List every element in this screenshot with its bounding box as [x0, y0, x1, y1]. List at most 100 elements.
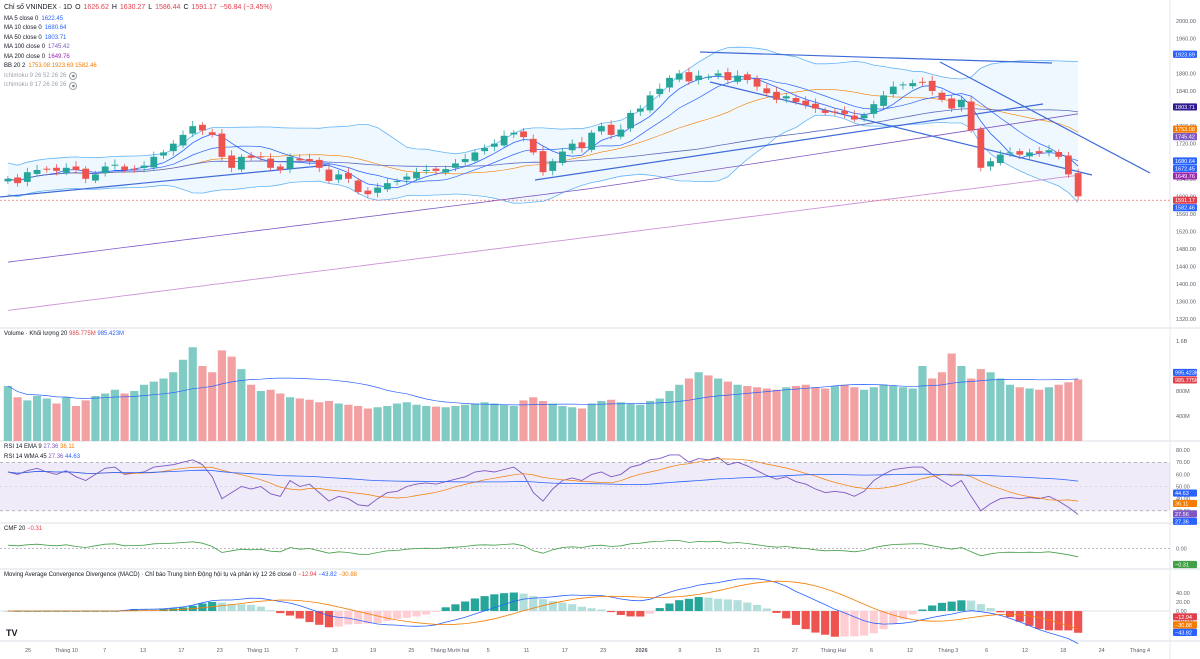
eye-hidden-icon[interactable]: ◉: [69, 72, 78, 81]
volume-bar: [1015, 387, 1024, 441]
macd-histogram-bar: [986, 608, 995, 611]
axis-value-badge: [1173, 125, 1197, 133]
candle-body: [374, 187, 381, 193]
indicator-name: MA 200 close 0: [4, 53, 46, 60]
volume-bar: [42, 398, 51, 441]
volume-bar: [655, 398, 664, 441]
rsi1-title[interactable]: RSI 14 EMA 9: [4, 444, 42, 450]
macd-histogram-bar: [548, 601, 557, 611]
macd-title[interactable]: Moving Average Convergence Divergence (M…: [4, 572, 297, 578]
macd-histogram-bar: [1054, 611, 1063, 631]
volume-bar: [568, 407, 577, 441]
axis-value-badge: [1173, 560, 1197, 569]
candle-body: [597, 126, 605, 132]
cmf-tick-label: 0.00: [1176, 547, 1187, 553]
volume-bar: [256, 391, 265, 441]
macd-value-3: −30.88: [338, 572, 357, 578]
volume-bar: [91, 396, 100, 441]
macd-histogram-bar: [850, 611, 859, 637]
candle-body: [208, 132, 216, 135]
symbol-title[interactable]: Chỉ số VNINDEX · 1D: [4, 4, 73, 11]
macd-histogram-bar: [334, 611, 343, 627]
price-tick-label: 1360.00: [1176, 300, 1196, 306]
time-tick-label: Tháng Mười hai: [430, 648, 469, 654]
volume-bar: [422, 406, 431, 441]
volume-bar: [859, 389, 869, 441]
cmf-pane-title: CMF 20 −0.31: [4, 526, 42, 532]
candle-body: [636, 108, 644, 112]
macd-histogram-bar: [1025, 611, 1034, 626]
cmf-title[interactable]: CMF 20: [4, 526, 26, 532]
candle-body: [4, 178, 12, 182]
candle-body: [101, 166, 109, 174]
candle-body: [919, 81, 926, 83]
volume-bar: [363, 408, 372, 441]
volume-bar: [986, 372, 995, 441]
volume-bar: [159, 378, 168, 441]
macd-histogram-bar: [266, 610, 275, 611]
candle-body: [247, 155, 255, 158]
macd-histogram-bar: [577, 606, 587, 611]
macd-histogram-bar: [996, 611, 1005, 613]
volume-bar: [81, 400, 90, 441]
candle-body: [656, 88, 664, 95]
volume-bar: [1035, 389, 1044, 441]
volume-bar: [373, 407, 382, 441]
indicator-value: 1753.08 1923.69 1582.46: [28, 63, 97, 69]
macd-histogram-bar: [276, 611, 285, 614]
indicator-value: 1803.71: [44, 34, 67, 41]
indicator-row[interactable]: MA 50 close 0 1803.71: [4, 34, 272, 44]
axis-value-badge-text: 1649.76: [1175, 174, 1195, 180]
candle-body: [43, 168, 51, 170]
volume-title[interactable]: Volume · Khối lượng 20: [4, 331, 68, 337]
candle-body: [889, 86, 897, 95]
time-tick-label: 17: [562, 648, 568, 654]
axis-value-badge: [1173, 157, 1197, 165]
indicator-row[interactable]: MA 100 close 0 1745.42: [4, 43, 272, 53]
candle-body: [14, 177, 21, 184]
indicator-row[interactable]: BB 20 2 1753.08 1923.69 1582.46: [4, 62, 272, 72]
volume-bar: [928, 378, 937, 441]
candle-body: [1074, 173, 1082, 197]
axis-value-badge: [1173, 368, 1197, 377]
candle-body: [568, 143, 576, 151]
macd-line: [7, 578, 1079, 644]
ohlc-c-label: C: [183, 4, 189, 11]
indicator-row[interactable]: MA 5 close 0 1622.45: [4, 15, 272, 25]
volume-bar: [577, 408, 587, 441]
axis-value-badge-text: −30.88: [1175, 623, 1192, 629]
macd-histogram-bar: [529, 596, 538, 611]
tradingview-logo-icon[interactable]: TV: [6, 628, 18, 638]
volume-tick-label: 800M: [1176, 389, 1190, 395]
volume-value-1: 985.775M: [69, 331, 96, 337]
indicator-row[interactable]: Ichimoku 8 17 26 26 26 ◉: [4, 81, 272, 91]
rsi2-title[interactable]: RSI 14 WMA 45: [4, 454, 47, 460]
volume-bar: [451, 406, 460, 441]
candle-body: [500, 135, 508, 146]
rsi-tick-label: 80.00: [1176, 448, 1190, 454]
volume-bar: [285, 397, 295, 441]
time-tick-label: Tháng 11: [247, 648, 270, 654]
candle-body: [607, 124, 615, 135]
indicator-row[interactable]: MA 10 close 0 1680.64: [4, 24, 272, 34]
macd-histogram-bar: [315, 611, 324, 625]
volume-bar: [937, 372, 947, 441]
ohlc-l-label: L: [148, 4, 153, 11]
price-tick-label: 1840.00: [1176, 89, 1196, 95]
price-tick-label: 1960.00: [1176, 36, 1196, 42]
indicator-row[interactable]: MA 200 close 0 1649.76: [4, 53, 272, 63]
candle-body: [724, 72, 732, 81]
volume-bar: [13, 397, 22, 441]
eye-hidden-icon[interactable]: ◉: [69, 81, 78, 90]
candle-body: [23, 172, 31, 182]
volume-bar: [101, 393, 110, 441]
candle-body: [763, 88, 771, 94]
volume-bar: [821, 388, 830, 441]
volume-bar: [830, 386, 839, 441]
volume-bar: [120, 393, 129, 441]
indicator-row[interactable]: Ichimoku 9 26 52 26 26 ◉: [4, 72, 272, 82]
volume-bar: [840, 384, 849, 441]
rsi1-value-1: 27.36: [43, 444, 59, 450]
volume-bar: [412, 404, 421, 441]
